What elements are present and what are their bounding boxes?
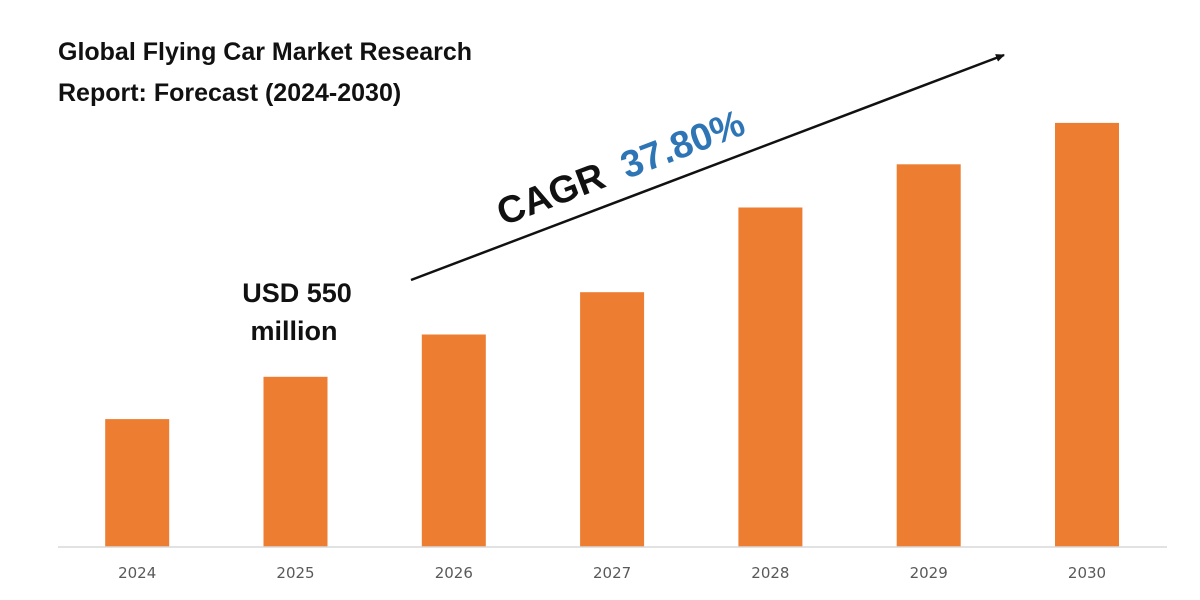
bar-2026 (421, 334, 486, 547)
x-tick-label-2029: 2029 (910, 564, 948, 582)
x-tick-label-2027: 2027 (593, 564, 631, 582)
x-tick-label-2024: 2024 (118, 564, 156, 582)
x-axis-ticks: 2024 2025 2026 2027 2028 2029 2030 (118, 564, 1106, 582)
bar-2027 (580, 292, 645, 547)
bar-2028 (738, 207, 803, 547)
value-label-line-2: million (251, 316, 338, 346)
bar-2024 (105, 419, 170, 547)
x-tick-label-2025: 2025 (276, 564, 314, 582)
bar-series (105, 122, 1119, 548)
bar-2025 (263, 376, 328, 547)
chart-title-line-1: Global Flying Car Market Research (58, 38, 472, 66)
x-tick-label-2030: 2030 (1068, 564, 1106, 582)
cagr-prefix: CAGR (491, 155, 611, 234)
x-tick-label-2028: 2028 (751, 564, 789, 582)
bar-2029 (896, 164, 961, 548)
cagr-value: 37.80% (615, 102, 750, 187)
cagr-annotation: CAGR 37.80% (491, 102, 750, 234)
bar-2030 (1055, 122, 1119, 548)
value-label-line-1: USD 550 (242, 278, 352, 308)
chart-title-line-2: Report: Forecast (2024-2030) (58, 79, 401, 107)
growth-trend-arrow (410, 53, 1005, 282)
x-tick-label-2026: 2026 (435, 564, 473, 582)
